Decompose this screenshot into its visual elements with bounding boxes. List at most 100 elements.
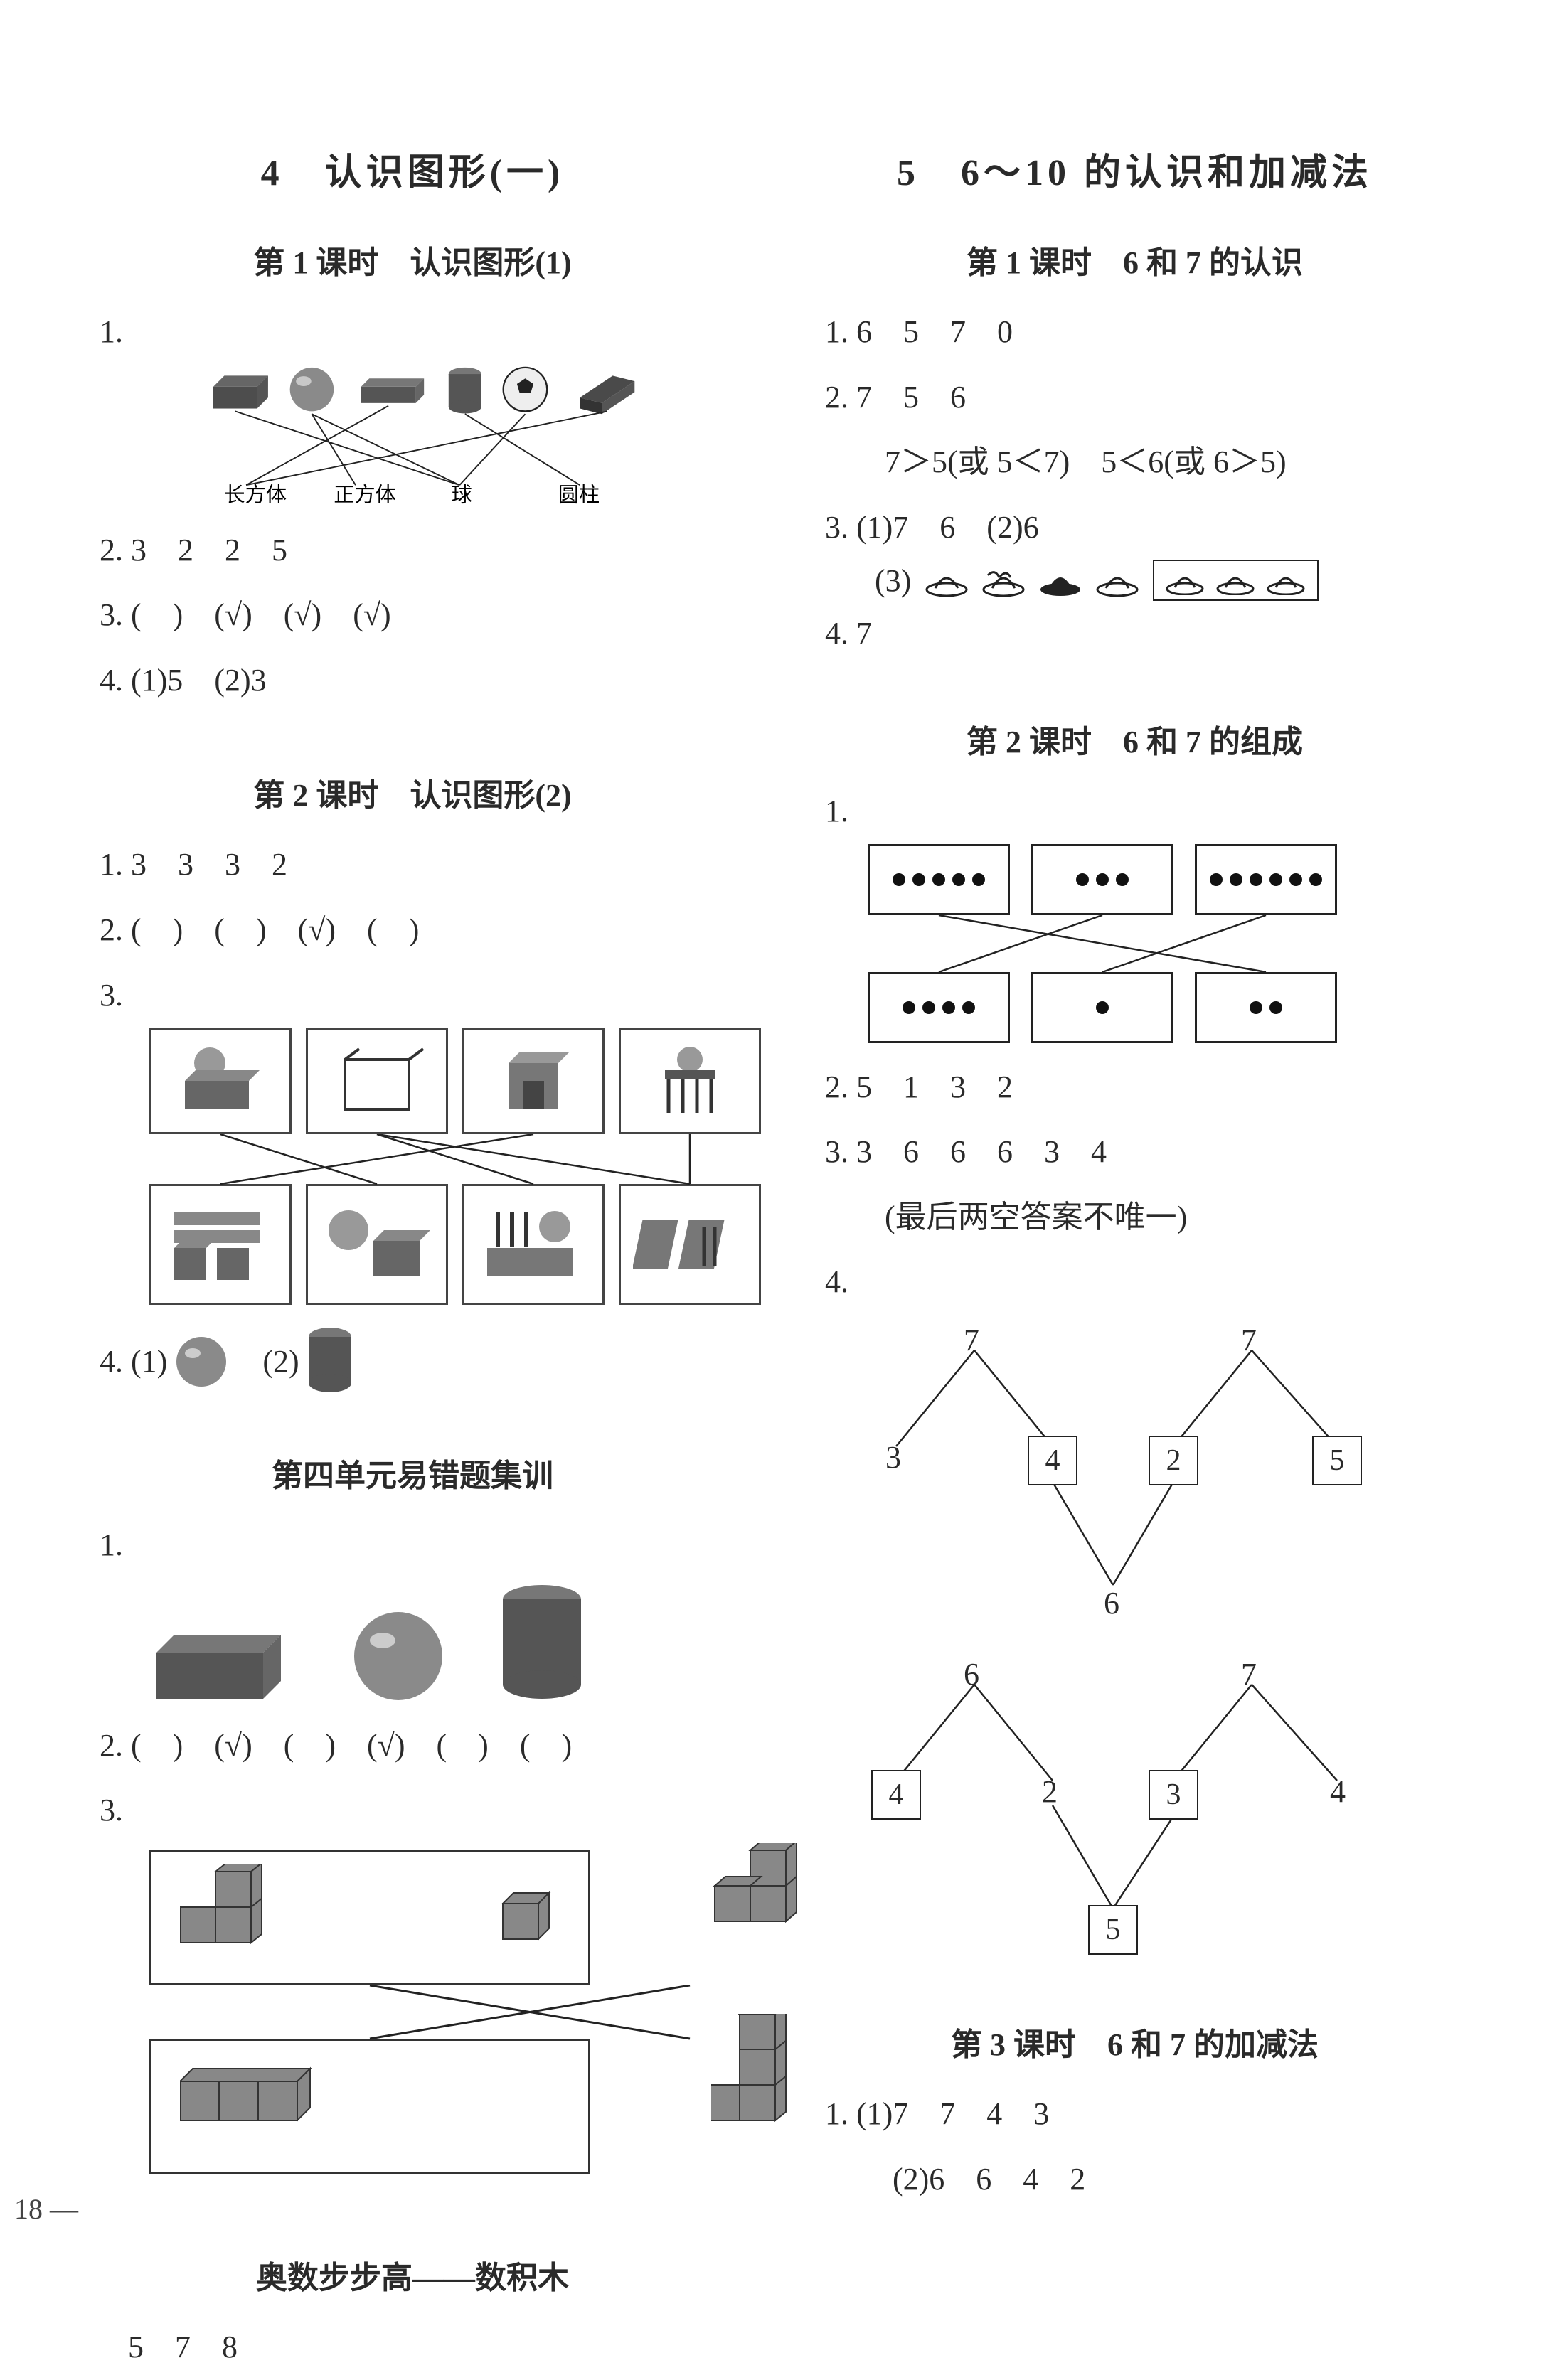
tree-box: 3 — [1149, 1770, 1198, 1820]
cubes-icon — [180, 1864, 322, 1971]
label-cube: 正方体 — [334, 483, 396, 506]
olympiad-ans: 5 7 8 — [128, 2317, 754, 2377]
olympiad-title: 奥数步步高——数积木 — [71, 2252, 754, 2298]
q1-match: 长方体 正方体 球 圆柱 — [142, 365, 711, 511]
frame-top — [149, 1850, 590, 1985]
ue-q2: 2. ( ) (√) ( ) (√) ( ) ( ) — [100, 1716, 754, 1776]
tree-num: 6 — [964, 1656, 979, 1692]
cubes-icon — [711, 2014, 853, 2170]
r2-q2: 2. 5 1 3 2 — [825, 1057, 1473, 1117]
l2-q2: 2. ( ) ( ) (√) ( ) — [100, 900, 754, 960]
hat-icon — [1216, 565, 1255, 595]
sphere-icon — [348, 1606, 448, 1706]
grid-cell — [462, 1184, 605, 1305]
lesson-2-title: 第 2 课时 认识图形(2) — [71, 769, 754, 815]
r-lesson1-title: 第 1 课时 6 和 7 的认识 — [797, 237, 1473, 282]
ue-q1-label: 1. — [100, 1515, 754, 1575]
tree-num: 7 — [1241, 1656, 1257, 1692]
cylinder-icon — [498, 1585, 590, 1706]
r1-q3-hats: (3) — [875, 560, 1473, 601]
lesson-1-title: 第 1 课时 认识图形(1) — [71, 237, 754, 282]
r3-q1b: (2)6 6 4 2 — [853, 2150, 1473, 2209]
tree-1: 7 7 3 4 2 5 6 — [839, 1322, 1473, 1628]
grid-cell — [619, 1028, 761, 1134]
sphere-icon — [173, 1333, 230, 1390]
unit-err-title: 第四单元易错题集训 — [71, 1450, 754, 1495]
ue-q3-label: 3. — [100, 1781, 754, 1840]
ue-q3 — [149, 1850, 725, 2174]
q1-label: 1. — [100, 302, 754, 362]
domino-match — [797, 844, 1473, 1043]
tree-num: 6 — [1104, 1585, 1119, 1621]
tree-box: 5 — [1088, 1905, 1138, 1955]
r3-q1a: 1. (1)7 7 4 3 — [825, 2084, 1473, 2144]
tree-box: 2 — [1149, 1436, 1198, 1485]
r-lesson2-title: 第 2 课时 6 和 7 的组成 — [797, 716, 1473, 762]
l2-q1: 1. 3 3 3 2 — [100, 835, 754, 895]
q4-2-label: (2) — [262, 1332, 299, 1392]
tree-2: 6 7 4 2 3 4 5 — [839, 1656, 1473, 1962]
cross-icon — [149, 1985, 733, 2042]
tree-box: 4 — [871, 1770, 921, 1820]
hat-icon — [1166, 565, 1205, 595]
cuboid-icon — [156, 1628, 299, 1706]
r1-q2b: 7＞5(或 5＜7) 5＜6(或 6＞5) — [853, 432, 1473, 492]
q1-svg: 长方体 正方体 球 圆柱 — [142, 365, 711, 507]
r2-q3a: 3. 3 6 6 6 3 4 — [825, 1122, 1473, 1182]
label-sphere: 球 — [452, 483, 472, 506]
hat-icon — [1267, 565, 1306, 595]
r2-q1-label: 1. — [825, 781, 1473, 841]
domino — [868, 844, 1010, 915]
l2-q3-grid — [71, 1028, 754, 1305]
q4-1-label: 4. (1) — [100, 1332, 167, 1392]
domino — [868, 972, 1010, 1043]
grid-cell — [462, 1028, 605, 1134]
cubes-icon — [180, 2053, 351, 2160]
l1-q4: 4. (1)5 (2)3 — [100, 651, 754, 710]
domino — [1031, 972, 1173, 1043]
hat-box — [1153, 560, 1319, 601]
grid-cell — [619, 1184, 761, 1305]
hat-icon — [925, 565, 968, 597]
hat-icon — [1096, 565, 1139, 597]
tree-box: 5 — [1312, 1436, 1362, 1485]
tree-num: 4 — [1330, 1773, 1346, 1810]
left-column: 4 认识图形(一) 第 1 课时 认识图形(1) 1. — [71, 142, 754, 2380]
tree-num: 2 — [1042, 1773, 1058, 1810]
chapter-4-title: 4 认识图形(一) — [71, 142, 754, 196]
l2-q4: 4. (1) (2) — [100, 1326, 754, 1397]
r1-q4: 4. 7 — [825, 604, 1473, 663]
right-column: 5 6～10 的认识和加减法 第 1 课时 6 和 7 的认识 1. 6 5 7… — [797, 142, 1473, 2380]
label-cylinder: 圆柱 — [558, 483, 600, 506]
domino — [1195, 844, 1337, 915]
l1-q2: 2. 3 2 2 5 — [100, 521, 754, 580]
grid-cell — [149, 1028, 292, 1134]
domino — [1031, 844, 1173, 915]
tree-num: 7 — [964, 1322, 979, 1358]
label-cuboid: 长方体 — [224, 483, 287, 506]
frame-bot — [149, 2039, 590, 2174]
domino — [1195, 972, 1337, 1043]
cylinder-icon — [305, 1326, 355, 1397]
hat-bow-icon — [982, 565, 1025, 597]
q3-3-label: (3) — [875, 562, 911, 599]
r1-q3a: 3. (1)7 6 (2)6 — [825, 498, 1473, 557]
r1-q1: 1. 6 5 7 0 — [825, 302, 1473, 362]
page-number: 18 — — [14, 2192, 78, 2226]
chapter-5-title: 5 6～10 的认识和加减法 — [797, 142, 1473, 196]
cube-icon — [496, 1886, 560, 1950]
r-lesson3-title: 第 3 课时 6 和 7 的加减法 — [797, 2019, 1473, 2064]
l1-q3: 3. ( ) (√) (√) (√) — [100, 585, 754, 645]
grid-cell — [149, 1184, 292, 1305]
r1-q2a: 2. 7 5 6 — [825, 368, 1473, 427]
ue-q1-shapes — [156, 1585, 754, 1706]
l2-q3-label: 3. — [100, 966, 754, 1025]
tree-num: 3 — [885, 1439, 901, 1476]
cubes-icon — [711, 1843, 853, 1985]
r2-q3b: (最后两空答案不唯一) — [853, 1188, 1473, 1247]
r2-q4-label: 4. — [825, 1252, 1473, 1312]
tree-box: 4 — [1028, 1436, 1077, 1485]
grid-cell — [306, 1028, 448, 1134]
cross-lines — [149, 1134, 761, 1191]
hat-filled-icon — [1039, 565, 1082, 597]
